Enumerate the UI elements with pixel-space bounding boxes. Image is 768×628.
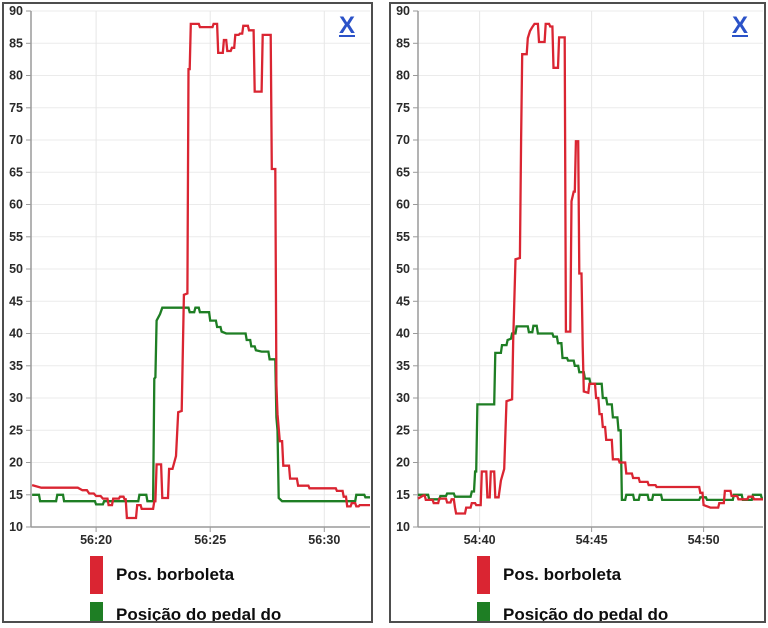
series-line (418, 324, 764, 502)
y-axis-tick-label: 60 (9, 198, 23, 212)
legend-label-pedal: Posição do pedal do (116, 605, 282, 623)
y-axis-tick-label: 55 (9, 230, 23, 244)
legend-swatch-green (90, 602, 103, 621)
y-axis-tick-label: 70 (396, 133, 410, 147)
y-axis-tick-label: 15 (9, 488, 23, 502)
x-axis-tick-label: 54:40 (464, 533, 496, 547)
series-line (417, 22, 763, 515)
y-axis-tick-label: 10 (9, 520, 23, 534)
y-axis-tick-label: 75 (396, 101, 410, 115)
y-axis-tick-label: 25 (396, 423, 410, 437)
y-axis-tick-label: 90 (9, 4, 23, 18)
legend-swatch-green (477, 602, 490, 621)
y-axis-tick-label: 40 (396, 327, 410, 341)
y-axis-tick-label: 85 (9, 36, 23, 50)
legend-label-pedal: Posição do pedal do (503, 605, 669, 623)
y-axis-tick-label: 50 (396, 262, 410, 276)
y-axis-tick-label: 60 (396, 198, 410, 212)
close-chart-button[interactable]: X (731, 12, 748, 39)
y-axis-tick-label: 65 (396, 165, 410, 179)
y-axis-tick-label: 75 (9, 101, 23, 115)
y-axis-tick-label: 30 (396, 391, 410, 405)
chart-panel-right: X 54:40 54:45 54:50 10 15 20 25 30 35 40 45 50 55 60 6… (389, 2, 766, 623)
legend-item-throttle: Pos. borboleta (477, 556, 621, 594)
y-axis-tick-label: 20 (9, 456, 23, 470)
y-axis-tick-label: 20 (396, 456, 410, 470)
y-axis-tick-label: 30 (9, 391, 23, 405)
legend-swatch-red (477, 556, 490, 594)
y-axis-tick-label: 40 (9, 327, 23, 341)
y-axis-tick-label: 80 (396, 69, 410, 83)
x-axis-tick-label: 56:20 (80, 533, 112, 547)
y-axis-tick-label: 55 (396, 230, 410, 244)
x-axis-tick-label: 54:50 (688, 533, 720, 547)
y-axis-tick-label: 45 (396, 294, 410, 308)
legend-label-throttle: Pos. borboleta (116, 565, 235, 584)
y-axis-tick-label: 25 (9, 423, 23, 437)
y-axis-tick-label: 35 (9, 359, 23, 373)
legend-item-pedal: Posição do pedal do (90, 602, 282, 623)
y-axis-tick-label: 50 (9, 262, 23, 276)
legend-item-pedal: Posição do pedal do (477, 602, 669, 623)
x-axis-tick-label: 56:30 (308, 533, 340, 547)
chart-panel-left: X 56:20 56:25 56:30 10 15 20 25 30 35 40 45 50 55 60 6… (2, 2, 373, 623)
x-axis-tick-label: 54:45 (576, 533, 608, 547)
series-line (32, 306, 370, 506)
plot-canvas[interactable]: 56:20 56:25 56:30 10 15 20 25 30 35 40 45 50 55 60 65 7… (4, 4, 371, 552)
close-chart-button[interactable]: X (338, 12, 355, 39)
x-axis-tick-label: 56:25 (194, 533, 226, 547)
y-axis-tick-label: 90 (396, 4, 410, 18)
y-axis-tick-label: 15 (396, 488, 410, 502)
y-axis-tick-label: 45 (9, 294, 23, 308)
y-axis-tick-label: 85 (396, 36, 410, 50)
legend-item-throttle: Pos. borboleta (90, 556, 234, 594)
legend-label-throttle: Pos. borboleta (503, 565, 622, 584)
y-axis-tick-label: 35 (396, 359, 410, 373)
y-axis-tick-label: 70 (9, 133, 23, 147)
y-axis-tick-label: 10 (396, 520, 410, 534)
legend-swatch-red (90, 556, 103, 594)
y-axis-tick-label: 80 (9, 69, 23, 83)
y-axis-tick-label: 65 (9, 165, 23, 179)
plot-canvas[interactable]: 54:40 54:45 54:50 10 15 20 25 30 35 40 45 50 55 60 65 7… (391, 4, 764, 552)
series-line (31, 22, 370, 520)
